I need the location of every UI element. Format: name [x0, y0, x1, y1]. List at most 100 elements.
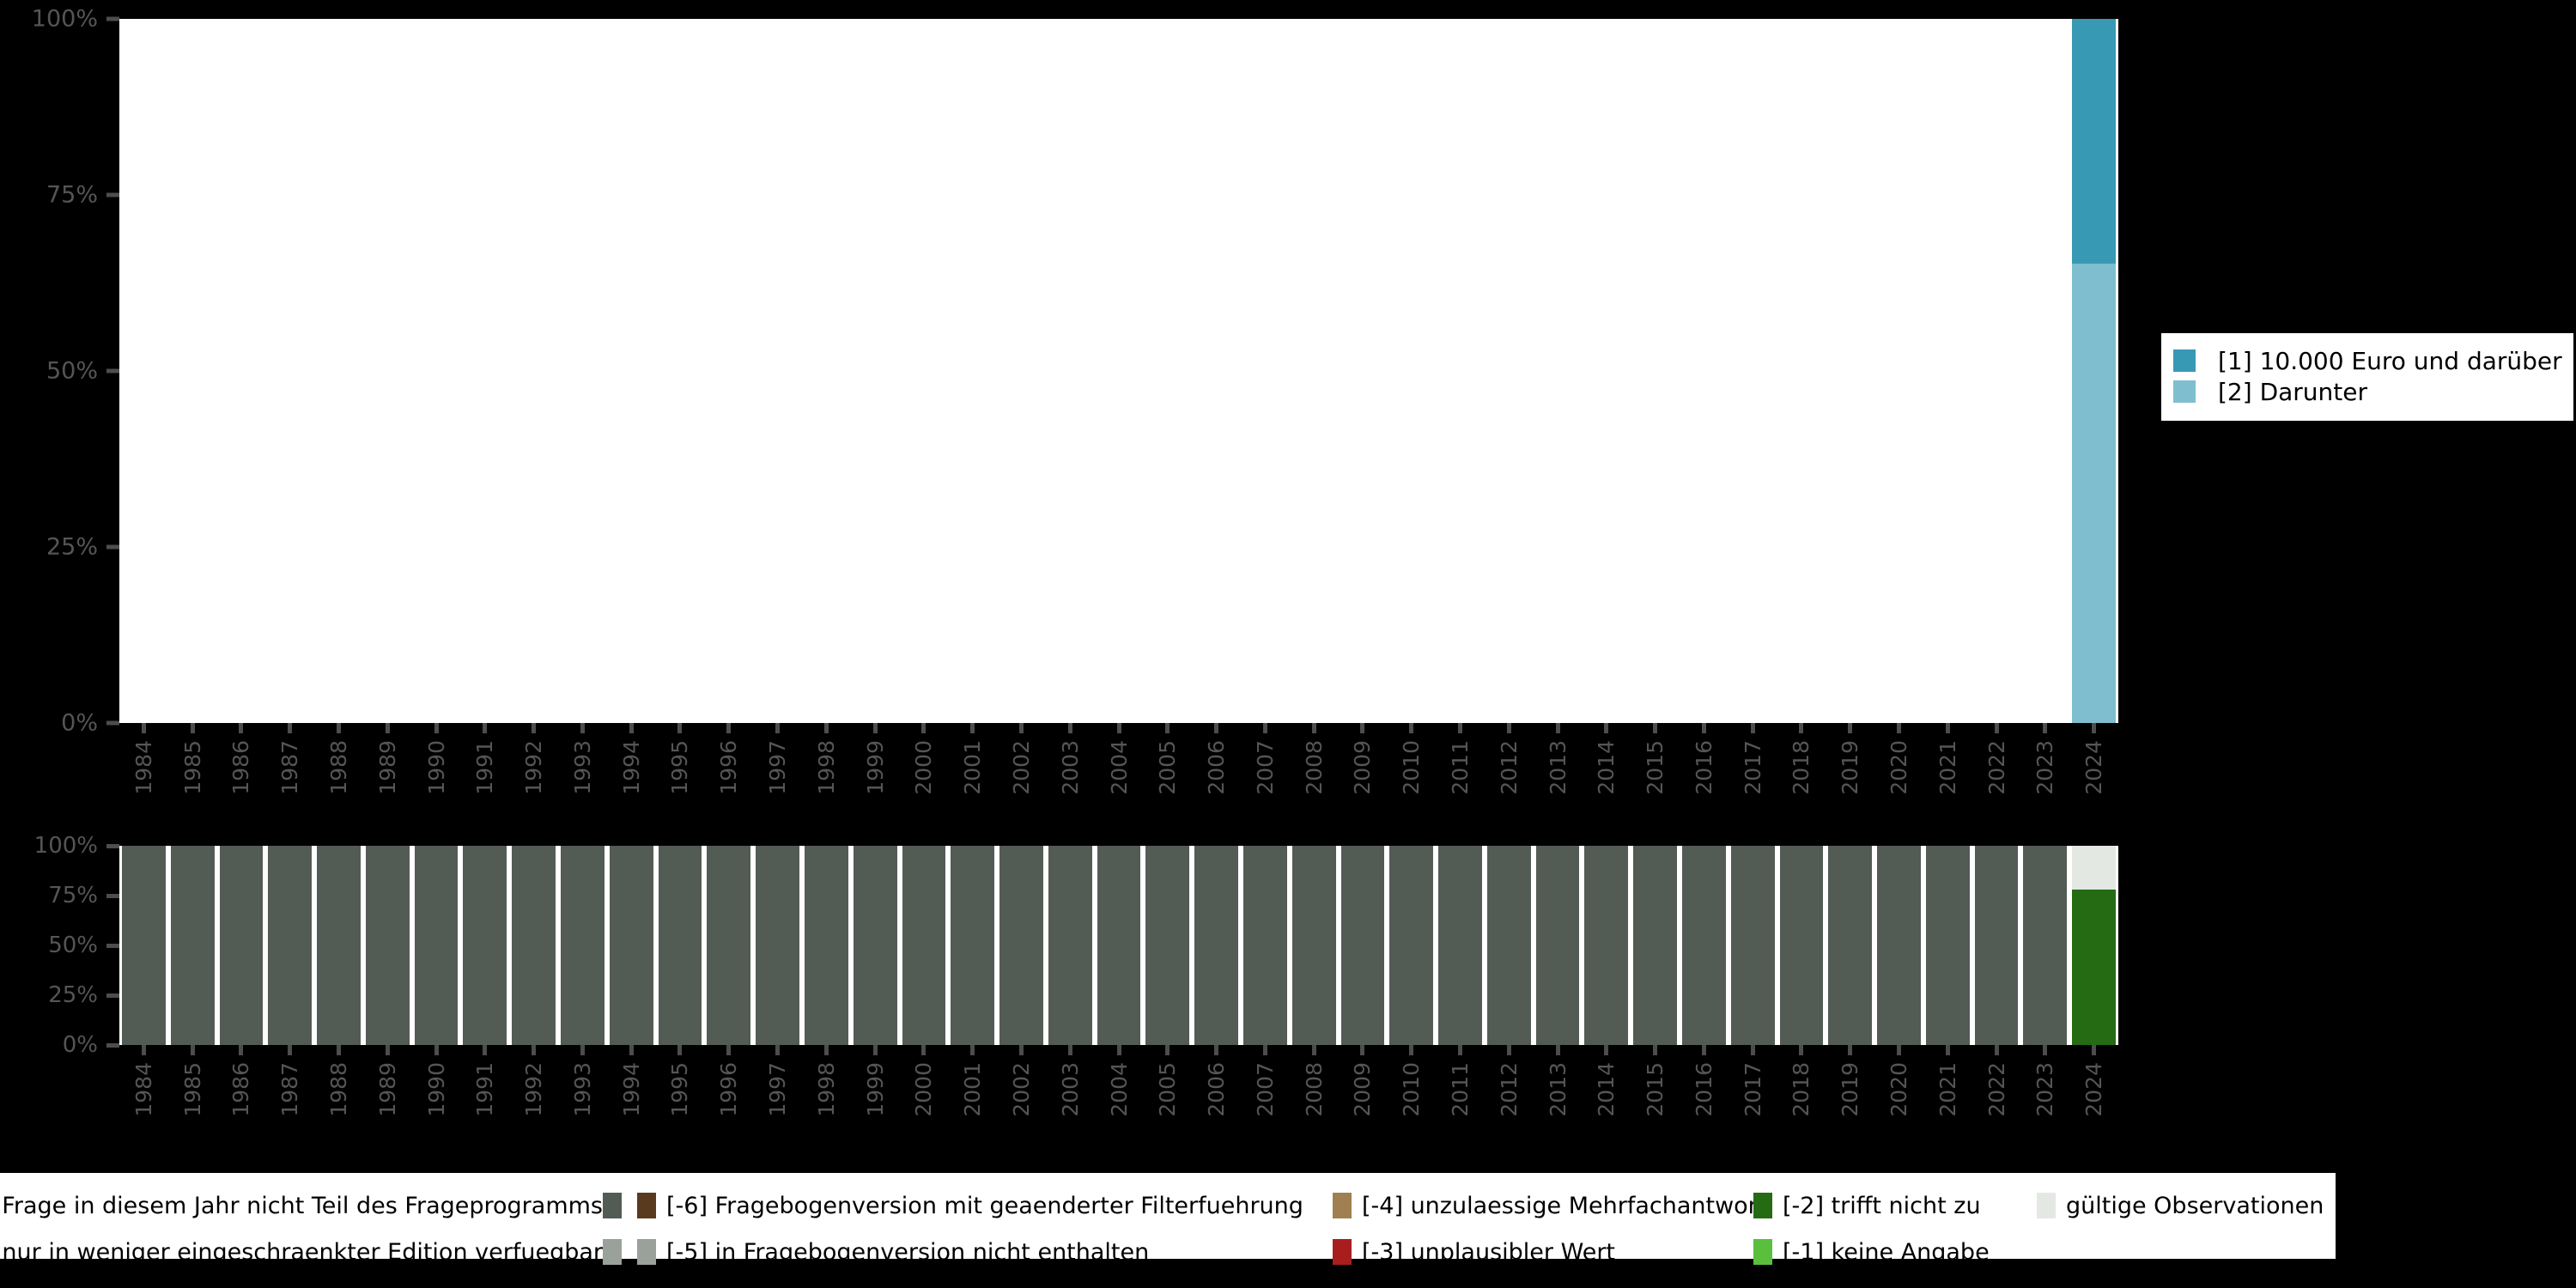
bar-segment[interactable]	[1194, 846, 1238, 1045]
bar-column[interactable]	[900, 846, 949, 1045]
bar-segment[interactable]	[170, 846, 215, 1045]
bar-column[interactable]	[265, 846, 314, 1045]
bar-column[interactable]	[509, 19, 558, 723]
bar-column[interactable]	[1874, 846, 1923, 1045]
bar-column[interactable]	[1143, 846, 1192, 1045]
bar-column[interactable]	[900, 19, 949, 723]
bar-column[interactable]	[607, 19, 656, 723]
bar-column[interactable]	[997, 19, 1046, 723]
bar-column[interactable]	[1582, 846, 1631, 1045]
bar-column[interactable]	[704, 846, 753, 1045]
bar-column[interactable]	[997, 846, 1046, 1045]
bar-column[interactable]	[656, 846, 705, 1045]
bar-segment[interactable]	[1633, 846, 1677, 1045]
bar-segment[interactable]	[1145, 846, 1190, 1045]
bar-column[interactable]	[1534, 19, 1583, 723]
bar-segment[interactable]	[1438, 846, 1482, 1045]
bar-column[interactable]	[851, 846, 900, 1045]
bar-segment[interactable]	[1048, 846, 1092, 1045]
bar-column[interactable]	[1387, 19, 1436, 723]
bar-segment[interactable]	[951, 846, 995, 1045]
bar-column[interactable]	[1046, 19, 1095, 723]
bar-column[interactable]	[558, 846, 607, 1045]
bar-column[interactable]	[119, 19, 168, 723]
bar-column[interactable]	[314, 19, 363, 723]
bar-segment[interactable]	[1779, 846, 1824, 1045]
bar-column[interactable]	[217, 846, 266, 1045]
bar-column[interactable]	[217, 19, 266, 723]
bar-column[interactable]	[265, 19, 314, 723]
bar-segment[interactable]	[902, 846, 946, 1045]
bar-column[interactable]	[656, 19, 705, 723]
bar-column[interactable]	[1972, 19, 2021, 723]
bar-column[interactable]	[1387, 846, 1436, 1045]
bar-column[interactable]	[802, 19, 851, 723]
bar-column[interactable]	[948, 19, 997, 723]
bar-column[interactable]	[1143, 19, 1192, 723]
bar-segment[interactable]	[853, 846, 897, 1045]
bar-segment[interactable]	[219, 846, 264, 1045]
bar-column[interactable]	[753, 19, 802, 723]
bar-segment[interactable]	[609, 846, 653, 1045]
bar-column[interactable]	[802, 846, 851, 1045]
bar-column[interactable]	[168, 19, 217, 723]
bar-column[interactable]	[2069, 19, 2118, 723]
bar-segment[interactable]	[268, 846, 313, 1045]
bar-column[interactable]	[1192, 846, 1241, 1045]
bar-column[interactable]	[1436, 19, 1485, 723]
bar-column[interactable]	[1046, 846, 1095, 1045]
bar-segment[interactable]	[707, 846, 751, 1045]
bar-segment[interactable]	[804, 846, 848, 1045]
bar-column[interactable]	[1095, 846, 1144, 1045]
bar-segment[interactable]	[1340, 846, 1385, 1045]
bar-column[interactable]	[412, 19, 461, 723]
series-legend-item[interactable]: [2] Darunter	[2173, 376, 2565, 407]
bar-segment[interactable]	[1730, 846, 1775, 1045]
bar-column[interactable]	[314, 846, 363, 1045]
bar-column[interactable]	[1241, 846, 1290, 1045]
bar-segment[interactable]	[2072, 846, 2117, 890]
bar-column[interactable]	[2020, 846, 2069, 1045]
bar-segment[interactable]	[1974, 846, 2019, 1045]
code-legend-item[interactable]: [-4] unzulaessige Mehrfachantwort	[1333, 1188, 1766, 1223]
bar-segment[interactable]	[1097, 846, 1141, 1045]
bar-segment[interactable]	[414, 846, 459, 1045]
bar-segment[interactable]	[1389, 846, 1434, 1045]
code-legend-item[interactable]: [-5] in Fragebogenversion nicht enthalte…	[637, 1235, 1149, 1269]
bar-segment[interactable]	[561, 846, 605, 1045]
bar-column[interactable]	[1485, 846, 1534, 1045]
code-legend-item[interactable]: [-6] Fragebogenversion mit geaenderter F…	[637, 1188, 1303, 1223]
bar-column[interactable]	[119, 846, 168, 1045]
bar-column[interactable]	[948, 846, 997, 1045]
bar-segment[interactable]	[999, 846, 1043, 1045]
bar-segment[interactable]	[1682, 846, 1726, 1045]
bar-column[interactable]	[460, 846, 509, 1045]
bar-column[interactable]	[2069, 846, 2118, 1045]
bar-segment[interactable]	[1291, 846, 1336, 1045]
code-legend-item[interactable]: [-3] unplausibler Wert	[1333, 1235, 1615, 1269]
bar-column[interactable]	[1972, 846, 2021, 1045]
bar-column[interactable]	[168, 846, 217, 1045]
series-legend-item[interactable]: [1] 10.000 Euro und darüber	[2173, 345, 2565, 376]
bar-column[interactable]	[1631, 19, 1680, 723]
bar-column[interactable]	[1923, 19, 1972, 723]
bar-column[interactable]	[851, 19, 900, 723]
bar-column[interactable]	[460, 19, 509, 723]
code-legend-item[interactable]: gültige Observationen	[2037, 1188, 2324, 1223]
code-legend-item[interactable]: [-1] keine Angabe	[1753, 1235, 1990, 1269]
bar-column[interactable]	[1095, 19, 1144, 723]
code-legend-item[interactable]: [-8] Frage in diesem Jahr nicht Teil des…	[0, 1188, 622, 1223]
bar-segment[interactable]	[1925, 846, 1970, 1045]
bar-column[interactable]	[753, 846, 802, 1045]
bar-column[interactable]	[1192, 19, 1241, 723]
bar-column[interactable]	[1874, 19, 1923, 723]
bar-column[interactable]	[1826, 846, 1874, 1045]
bar-column[interactable]	[607, 846, 656, 1045]
bar-column[interactable]	[1728, 19, 1777, 723]
bar-column[interactable]	[1582, 19, 1631, 723]
bar-segment[interactable]	[1486, 846, 1531, 1045]
bar-column[interactable]	[1826, 19, 1874, 723]
bar-column[interactable]	[363, 846, 412, 1045]
bar-column[interactable]	[1777, 846, 1826, 1045]
code-legend-item[interactable]: [-2] trifft nicht zu	[1753, 1188, 1981, 1223]
